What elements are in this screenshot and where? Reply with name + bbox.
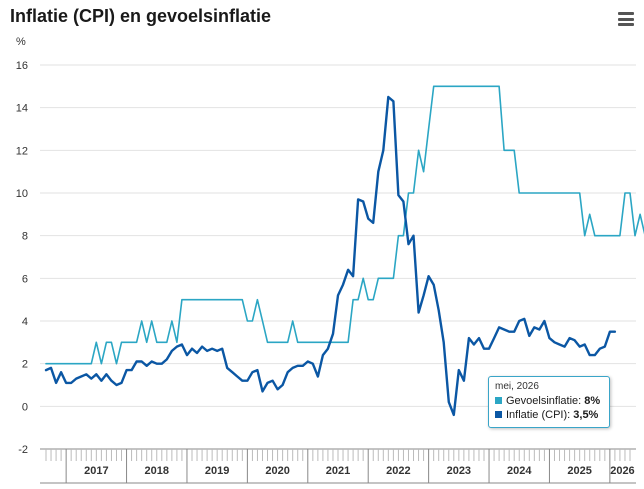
x-tick-label: 2018 bbox=[145, 465, 169, 477]
tooltip-row-inflatie: Inflatie (CPI): 3,5% bbox=[495, 408, 603, 422]
x-tick-label: 2020 bbox=[265, 465, 289, 477]
tooltip-series1-value: 8% bbox=[584, 395, 601, 407]
x-tick-label: 2025 bbox=[567, 465, 591, 477]
x-tick-label: 2026 bbox=[610, 465, 634, 477]
page-title: Inflatie (CPI) en gevoelsinflatie bbox=[10, 6, 272, 26]
y-tick-label: 0 bbox=[22, 401, 28, 413]
tooltip-row-gevoelsinflatie: Gevoelsinflatie: 8% bbox=[495, 394, 603, 408]
x-axis: 2017 2018 2019 2020 2021 2022 2023 2024 2025 2026 bbox=[40, 448, 636, 484]
x-tick-label: 2024 bbox=[507, 465, 532, 477]
y-tick-label: 14 bbox=[16, 103, 28, 115]
series-line-inflatie bbox=[44, 95, 617, 417]
x-tick-label: 2021 bbox=[326, 465, 350, 477]
series-lines bbox=[44, 85, 644, 417]
y-tick-label: 6 bbox=[22, 273, 28, 285]
gevoelsinflatie-swatch-icon bbox=[495, 397, 502, 404]
series-line-gevoelsinflatie bbox=[45, 85, 644, 365]
inflatie-swatch-icon bbox=[495, 411, 502, 418]
tooltip-date: mei, 2026 bbox=[495, 381, 539, 392]
y-tick-label: 8 bbox=[22, 231, 28, 243]
tooltip-series1-label: Gevoelsinflatie bbox=[506, 395, 579, 407]
hamburger-menu-icon[interactable] bbox=[618, 12, 634, 26]
x-tick-label: 2017 bbox=[84, 465, 108, 477]
tooltip-series2-label: Inflatie (CPI) bbox=[506, 409, 568, 421]
x-tick-label: 2019 bbox=[205, 465, 229, 477]
tooltip: mei, 2026 Gevoelsinflatie: 8% Inflatie (… bbox=[488, 376, 610, 428]
y-tick-label: 4 bbox=[22, 316, 28, 328]
y-tick-label: 2 bbox=[22, 359, 28, 371]
y-axis-unit: % bbox=[16, 36, 26, 48]
tooltip-series2-value: 3,5% bbox=[573, 409, 599, 421]
y-tick-label: 12 bbox=[16, 145, 28, 157]
y-tick-label: -2 bbox=[18, 444, 28, 456]
x-tick-label: 2023 bbox=[447, 465, 471, 477]
y-axis-tick-labels: -2 0 2 4 6 8 10 12 14 16 bbox=[16, 60, 28, 456]
x-tick-label: 2022 bbox=[386, 465, 410, 477]
y-tick-label: 10 bbox=[16, 188, 28, 200]
y-tick-label: 16 bbox=[16, 60, 28, 72]
